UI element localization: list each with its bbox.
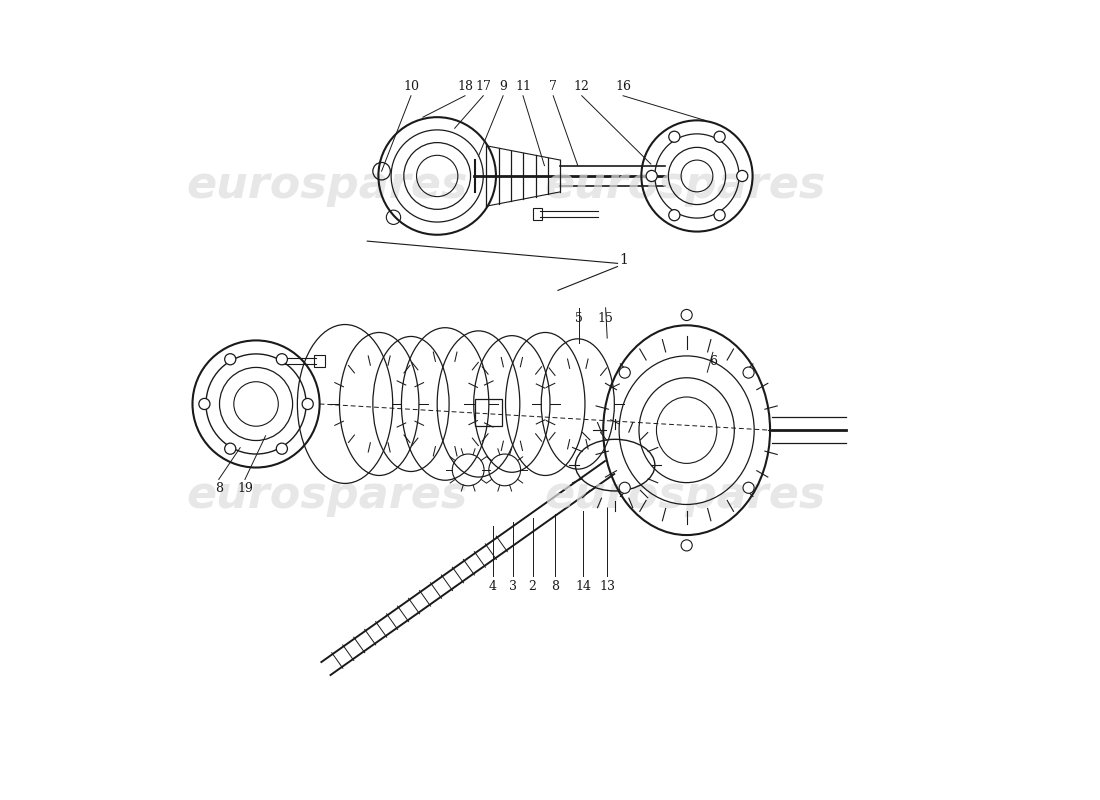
Text: 5: 5 (575, 312, 583, 325)
Text: eurospares: eurospares (544, 474, 826, 517)
Text: 19: 19 (236, 482, 253, 495)
Circle shape (681, 310, 692, 321)
Text: 11: 11 (515, 80, 531, 93)
Circle shape (224, 354, 235, 365)
Text: 4: 4 (488, 580, 497, 593)
Text: 6: 6 (708, 355, 717, 368)
Bar (532, 208, 542, 221)
Circle shape (714, 210, 725, 221)
Text: 8: 8 (551, 580, 559, 593)
Text: 7: 7 (549, 80, 557, 93)
Circle shape (276, 443, 287, 454)
Text: 14: 14 (575, 580, 592, 593)
Text: eurospares: eurospares (544, 164, 826, 207)
Bar (475, 399, 503, 426)
Circle shape (681, 540, 692, 551)
Text: eurospares: eurospares (187, 474, 469, 517)
Circle shape (742, 367, 755, 378)
Text: 15: 15 (597, 312, 614, 325)
Circle shape (619, 367, 630, 378)
Text: 3: 3 (508, 580, 517, 593)
Circle shape (646, 170, 658, 182)
Text: 12: 12 (574, 80, 590, 93)
Circle shape (714, 131, 725, 142)
Circle shape (199, 398, 210, 410)
Text: 13: 13 (600, 580, 615, 593)
Circle shape (737, 170, 748, 182)
Text: 1: 1 (619, 253, 628, 267)
Circle shape (302, 398, 313, 410)
Circle shape (669, 131, 680, 142)
Text: 8: 8 (214, 482, 222, 495)
Circle shape (276, 354, 287, 365)
Text: 9: 9 (499, 80, 507, 93)
Circle shape (742, 482, 755, 494)
Circle shape (224, 443, 235, 454)
Text: 2: 2 (529, 580, 537, 593)
Circle shape (669, 210, 680, 221)
Bar (315, 354, 326, 367)
Text: 16: 16 (615, 80, 631, 93)
Text: 18: 18 (456, 80, 473, 93)
Circle shape (619, 482, 630, 494)
Text: 10: 10 (403, 80, 419, 93)
Text: eurospares: eurospares (187, 164, 469, 207)
Text: 17: 17 (475, 80, 492, 93)
